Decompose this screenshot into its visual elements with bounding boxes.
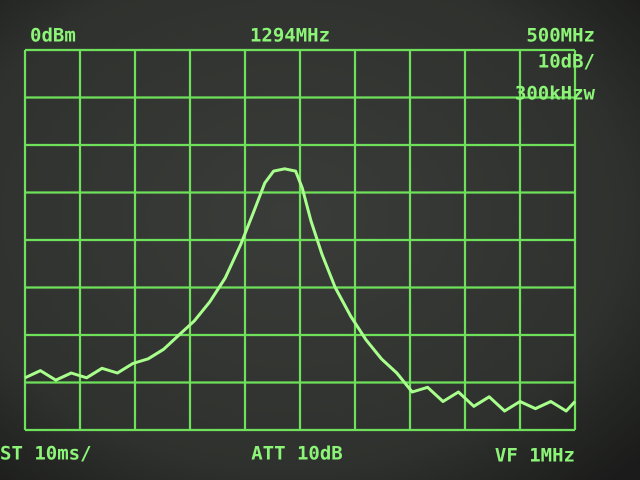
- screen-label: ATT 10dB: [251, 443, 343, 465]
- screen-label: 10dB/: [538, 51, 595, 73]
- screen-label: 0dBm: [30, 25, 76, 47]
- screen-label: 500MHz: [526, 25, 595, 47]
- screen-label: ST 10ms/: [0, 443, 92, 465]
- screen-label: 300kHzw: [515, 83, 596, 105]
- screen-label: VF 1MHz: [495, 445, 575, 467]
- trace: [24, 167, 577, 413]
- screen-label: 1294MHz: [250, 25, 330, 47]
